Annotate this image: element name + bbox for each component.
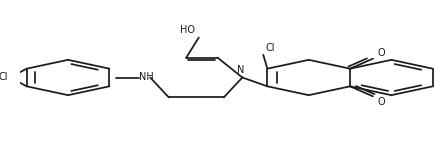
Text: O: O [377, 48, 385, 58]
Text: O: O [377, 97, 385, 107]
Text: NH: NH [140, 73, 154, 82]
Text: Cl: Cl [266, 43, 275, 53]
Text: HO: HO [180, 25, 194, 35]
Text: N: N [238, 65, 245, 75]
Text: Cl: Cl [0, 73, 8, 82]
